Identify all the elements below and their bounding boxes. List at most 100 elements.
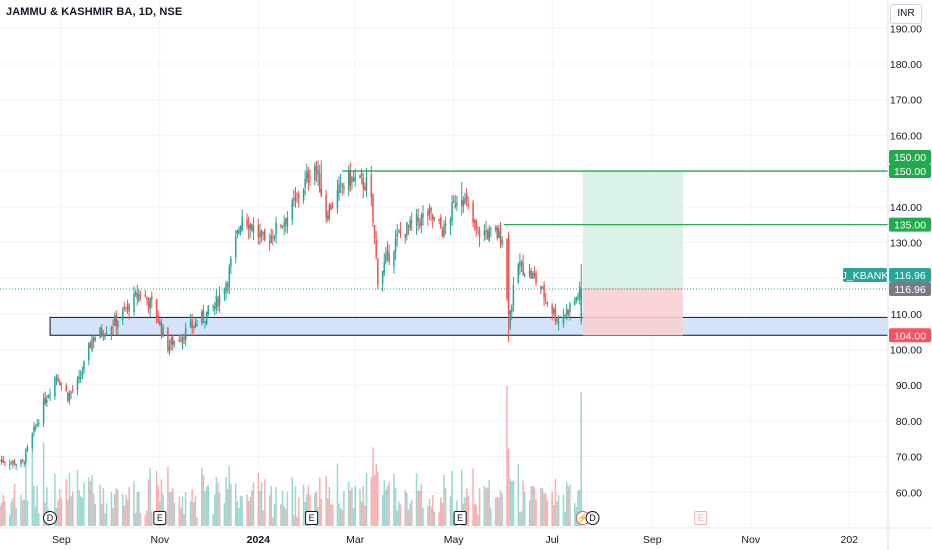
candle-body	[544, 298, 547, 300]
volume-bar	[522, 480, 524, 526]
candle-body	[519, 262, 521, 267]
candle-body	[465, 194, 468, 202]
candle-body	[372, 194, 374, 223]
volume-bar	[291, 476, 293, 526]
volume-bar	[373, 475, 376, 526]
horizontal-levels[interactable]	[0, 170, 888, 290]
volume-bar	[419, 490, 421, 526]
candle-body	[280, 224, 282, 228]
candle-body	[294, 197, 297, 201]
volume-bar	[451, 470, 453, 526]
event-marker[interactable]: E	[305, 511, 319, 525]
candle-body	[417, 217, 419, 222]
candle-body	[55, 376, 58, 380]
volume-bar	[343, 490, 345, 526]
volume-bar	[204, 491, 206, 526]
event-marker-glyph: E	[309, 513, 315, 523]
volume-bar	[42, 442, 45, 526]
candle-body	[31, 433, 34, 449]
volume-bar	[519, 511, 521, 526]
candle-body	[433, 217, 436, 219]
position-profit-zone	[582, 171, 683, 289]
candle-body	[34, 426, 37, 429]
price-tick-label: 100.00	[890, 345, 922, 357]
candle-body	[546, 301, 549, 304]
candle-body	[551, 305, 553, 313]
candle-body	[68, 392, 71, 401]
candle-body	[112, 326, 114, 328]
candle-body	[422, 213, 424, 218]
volume-bar	[297, 497, 300, 526]
event-marker[interactable]: E	[694, 511, 708, 525]
price-axis[interactable]: 190.00 180.00 170.00 160.00 140.00 130.00 110.…	[887, 0, 922, 550]
time-axis[interactable]: Sep Nov 2024 Mar May Jul Sep Nov 202	[0, 527, 932, 546]
price-tick-label: 160.00	[890, 130, 922, 142]
volume-bar	[189, 500, 192, 526]
candle-body	[385, 255, 387, 263]
volume-bar	[91, 475, 93, 526]
candle-body	[149, 297, 151, 310]
candle-body	[533, 272, 536, 276]
volume-bar	[341, 509, 344, 526]
volume-bar	[36, 485, 38, 526]
event-marker-shape	[153, 511, 167, 525]
volume-bar	[34, 506, 37, 526]
price-tick-label: 190.00	[890, 23, 922, 35]
volume-bar	[494, 497, 497, 526]
candle-body	[341, 184, 344, 187]
candle-body	[168, 345, 171, 352]
candle-body	[183, 337, 185, 340]
event-marker[interactable]: D	[43, 511, 58, 525]
event-marker[interactable]: D	[585, 511, 600, 525]
candle-body	[89, 343, 92, 349]
candle-body	[512, 285, 515, 306]
candle-body	[49, 394, 51, 396]
event-marker[interactable]: E	[153, 511, 167, 525]
price-tick-label: 80.00	[896, 416, 922, 428]
volume-bar	[473, 503, 476, 526]
volume-bar	[449, 496, 452, 526]
candle-body	[456, 202, 458, 206]
volume-bar	[83, 482, 85, 526]
volume-bar	[2, 494, 4, 526]
volume-bar	[194, 495, 197, 526]
event-markers[interactable]: D E E E ⚡ D E	[43, 511, 708, 525]
candle-body	[304, 178, 306, 188]
event-marker[interactable]: E	[453, 511, 467, 525]
candle-body	[205, 311, 208, 324]
candle-body	[44, 397, 46, 404]
candle-body	[530, 270, 532, 279]
volume-bar	[205, 486, 208, 526]
candle-body	[517, 264, 520, 284]
candle-body	[285, 218, 287, 224]
candle-body	[160, 322, 163, 335]
candle-body	[236, 230, 239, 234]
volume-bar	[67, 499, 69, 526]
candle-body	[204, 320, 206, 323]
volume-bar	[104, 513, 106, 526]
volume-bar	[117, 489, 119, 526]
candle-body	[15, 464, 17, 466]
volume-bar	[283, 506, 285, 526]
candle-body	[241, 216, 243, 230]
candle-body	[574, 300, 576, 305]
candle-body	[336, 190, 339, 209]
volume-bar	[506, 386, 508, 526]
volume-bar	[381, 494, 384, 526]
volume-bar	[139, 512, 142, 526]
volume-bar	[501, 493, 503, 526]
volume-bar	[218, 492, 221, 526]
candle-body	[286, 217, 289, 227]
candle-body	[473, 219, 476, 223]
candle-body	[273, 236, 276, 238]
volume-bar	[99, 484, 101, 526]
volume-bar	[79, 496, 82, 526]
currency-button[interactable]: INR	[890, 4, 922, 24]
volume-bar	[354, 486, 356, 526]
volume-bar	[499, 490, 502, 526]
candle-body	[26, 446, 29, 451]
candle-body	[553, 309, 555, 314]
candle-body	[33, 426, 35, 433]
volume-bar	[217, 482, 219, 526]
